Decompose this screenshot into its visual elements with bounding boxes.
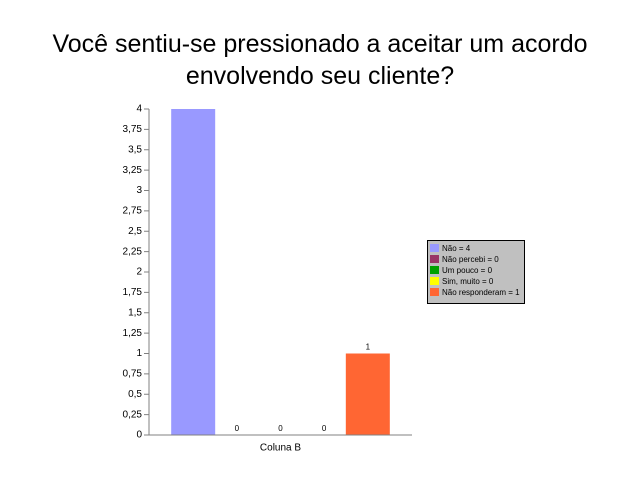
y-tick-label: 0,5 bbox=[128, 389, 142, 400]
legend-label: Não responderam = 1 bbox=[442, 288, 520, 297]
y-tick-label: 0 bbox=[136, 430, 142, 441]
y-tick-label: 1,25 bbox=[123, 328, 143, 339]
legend-item: Não percebi = 0 bbox=[430, 255, 522, 264]
y-tick-label: 2,25 bbox=[123, 246, 143, 257]
bar bbox=[345, 353, 390, 435]
legend-swatch bbox=[430, 277, 439, 285]
legend-swatch bbox=[430, 255, 439, 263]
bar bbox=[171, 109, 216, 435]
y-tick-label: 1,75 bbox=[123, 287, 143, 298]
legend-item: Sim, muito = 0 bbox=[430, 277, 522, 286]
legend-label: Sim, muito = 0 bbox=[442, 277, 494, 286]
legend-item: Não = 4 bbox=[430, 244, 522, 253]
y-tick-label: 2,75 bbox=[123, 206, 143, 217]
y-tick-label: 0,75 bbox=[123, 369, 143, 380]
legend-item: Não responderam = 1 bbox=[430, 288, 522, 297]
legend-item: Um pouco = 0 bbox=[430, 266, 522, 275]
y-tick-label: 1 bbox=[136, 348, 142, 359]
y-tick-label: 3,75 bbox=[123, 124, 143, 135]
legend: Não = 4 Não percebi = 0 Um pouco = 0 Sim, m… bbox=[427, 240, 525, 304]
legend-label: Um pouco = 0 bbox=[442, 266, 493, 275]
data-label: 0 bbox=[322, 424, 327, 433]
data-label: 0 bbox=[235, 424, 240, 433]
y-tick-label: 3,25 bbox=[123, 165, 143, 176]
legend-swatch bbox=[430, 288, 439, 296]
data-label: 4 bbox=[191, 98, 196, 107]
legend-swatch bbox=[430, 266, 439, 274]
y-tick-label: 1,5 bbox=[128, 307, 142, 318]
legend-label: Não percebi = 0 bbox=[442, 255, 499, 264]
legend-swatch bbox=[430, 244, 439, 252]
y-tick-label: 3 bbox=[136, 185, 142, 196]
legend-label: Não = 4 bbox=[442, 244, 471, 253]
y-tick-label: 3,5 bbox=[128, 144, 142, 155]
y-tick-label: 2 bbox=[136, 267, 142, 278]
chart-title: Você sentiu-se pressionado a aceitar um … bbox=[52, 30, 588, 90]
y-tick-label: 0,25 bbox=[123, 409, 143, 420]
y-tick-label: 2,5 bbox=[128, 226, 142, 237]
x-tick-label: Coluna B bbox=[260, 443, 301, 454]
plot: 4 0 0 0 1 bbox=[171, 98, 390, 435]
data-label: 1 bbox=[366, 343, 371, 352]
y-tick-label: 4 bbox=[136, 104, 142, 115]
data-label: 0 bbox=[278, 424, 283, 433]
